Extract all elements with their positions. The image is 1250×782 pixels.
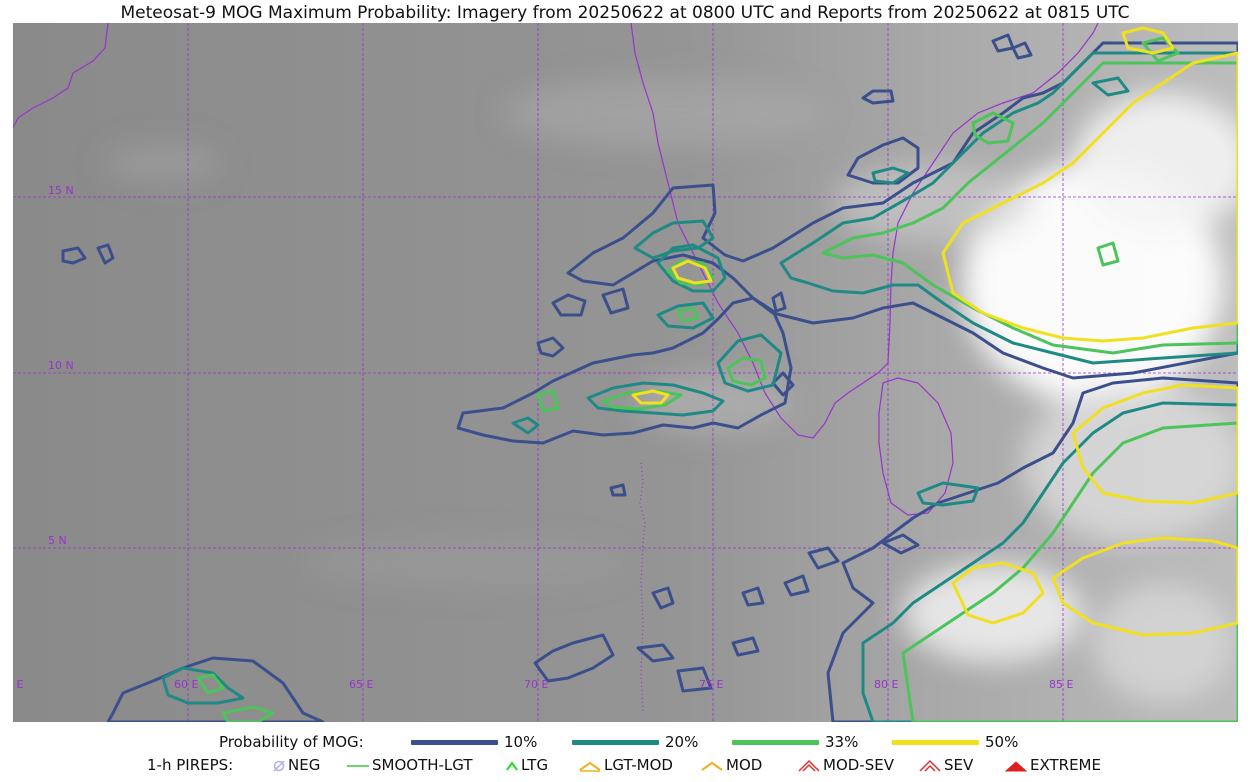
pirep-lgt-mod: LGT-MOD	[578, 755, 673, 775]
pireps-legend-label: 1-h PIREPS:	[147, 756, 234, 774]
legend-label-50pct: 50%	[985, 733, 1019, 751]
pirep-ltg: LTG	[505, 755, 548, 775]
lon-label-55e: 55 E	[13, 678, 23, 691]
pirep-smooth-lgt: SMOOTH-LGT	[346, 755, 473, 775]
sev-icon	[919, 759, 941, 772]
probability-legend-label: Probability of MOG:	[219, 733, 364, 751]
pirep-neg: NEG	[272, 755, 320, 775]
lon-label-85e: 85 E	[1049, 678, 1073, 691]
legend-swatch-50pct	[892, 740, 979, 745]
probability-legend: Probability of MOG: 10% 20% 33% 50%	[0, 732, 1250, 754]
pirep-sev: SEV	[918, 755, 973, 775]
contours-33pct	[196, 36, 1238, 722]
pirep-lgt-mod-label: LGT-MOD	[604, 756, 673, 774]
pirep-extreme-label: EXTREME	[1030, 756, 1101, 774]
pirep-mod-sev: MOD-SEV	[797, 755, 894, 775]
legend-label-33pct: 33%	[825, 733, 859, 751]
satellite-map[interactable]: 15 N 10 N 5 N 55 E 60 E 65 E 70 E 75 E 8…	[13, 23, 1238, 722]
legend-swatch-20pct	[572, 740, 659, 745]
smooth-lgt-icon	[347, 764, 369, 767]
lon-label-65e: 65 E	[349, 678, 373, 691]
mod-icon	[701, 761, 723, 771]
lon-label-80e: 80 E	[874, 678, 898, 691]
pireps-legend: 1-h PIREPS: NEG SMOOTH-LGT LTG LGT-MOD M…	[0, 755, 1250, 777]
legend-label-20pct: 20%	[665, 733, 699, 751]
pirep-smooth-lgt-label: SMOOTH-LGT	[372, 756, 473, 774]
cloud-field	[103, 78, 1238, 703]
contours-20pct	[161, 51, 1238, 722]
lon-label-70e: 70 E	[524, 678, 548, 691]
pirep-mod-label: MOD	[726, 756, 763, 774]
pirep-ltg-label: LTG	[521, 756, 549, 774]
map-title: Meteosat-9 MOG Maximum Probability: Imag…	[120, 3, 1130, 23]
lat-label-5n: 5 N	[48, 534, 67, 547]
lgt-mod-icon	[579, 761, 601, 772]
pirep-sev-label: SEV	[944, 756, 974, 774]
lon-label-60e: 60 E	[174, 678, 198, 691]
pirep-mod: MOD	[700, 755, 762, 775]
lat-label-10n: 10 N	[48, 359, 74, 372]
extreme-icon	[1004, 760, 1028, 771]
mod-sev-icon	[798, 759, 820, 772]
lat-lon-grid	[13, 23, 1238, 722]
contours-50pct	[631, 26, 1238, 637]
legend-swatch-10pct	[411, 740, 498, 745]
lon-label-75e: 75 E	[699, 678, 723, 691]
neg-icon	[273, 759, 285, 772]
lat-label-15n: 15 N	[48, 184, 74, 197]
pirep-neg-label: NEG	[288, 756, 321, 774]
legend-swatch-33pct	[732, 740, 819, 745]
pirep-mod-sev-label: MOD-SEV	[823, 756, 894, 774]
legend-label-10pct: 10%	[504, 733, 538, 751]
pirep-extreme: EXTREME	[1004, 755, 1101, 775]
ltg-icon	[506, 760, 518, 771]
